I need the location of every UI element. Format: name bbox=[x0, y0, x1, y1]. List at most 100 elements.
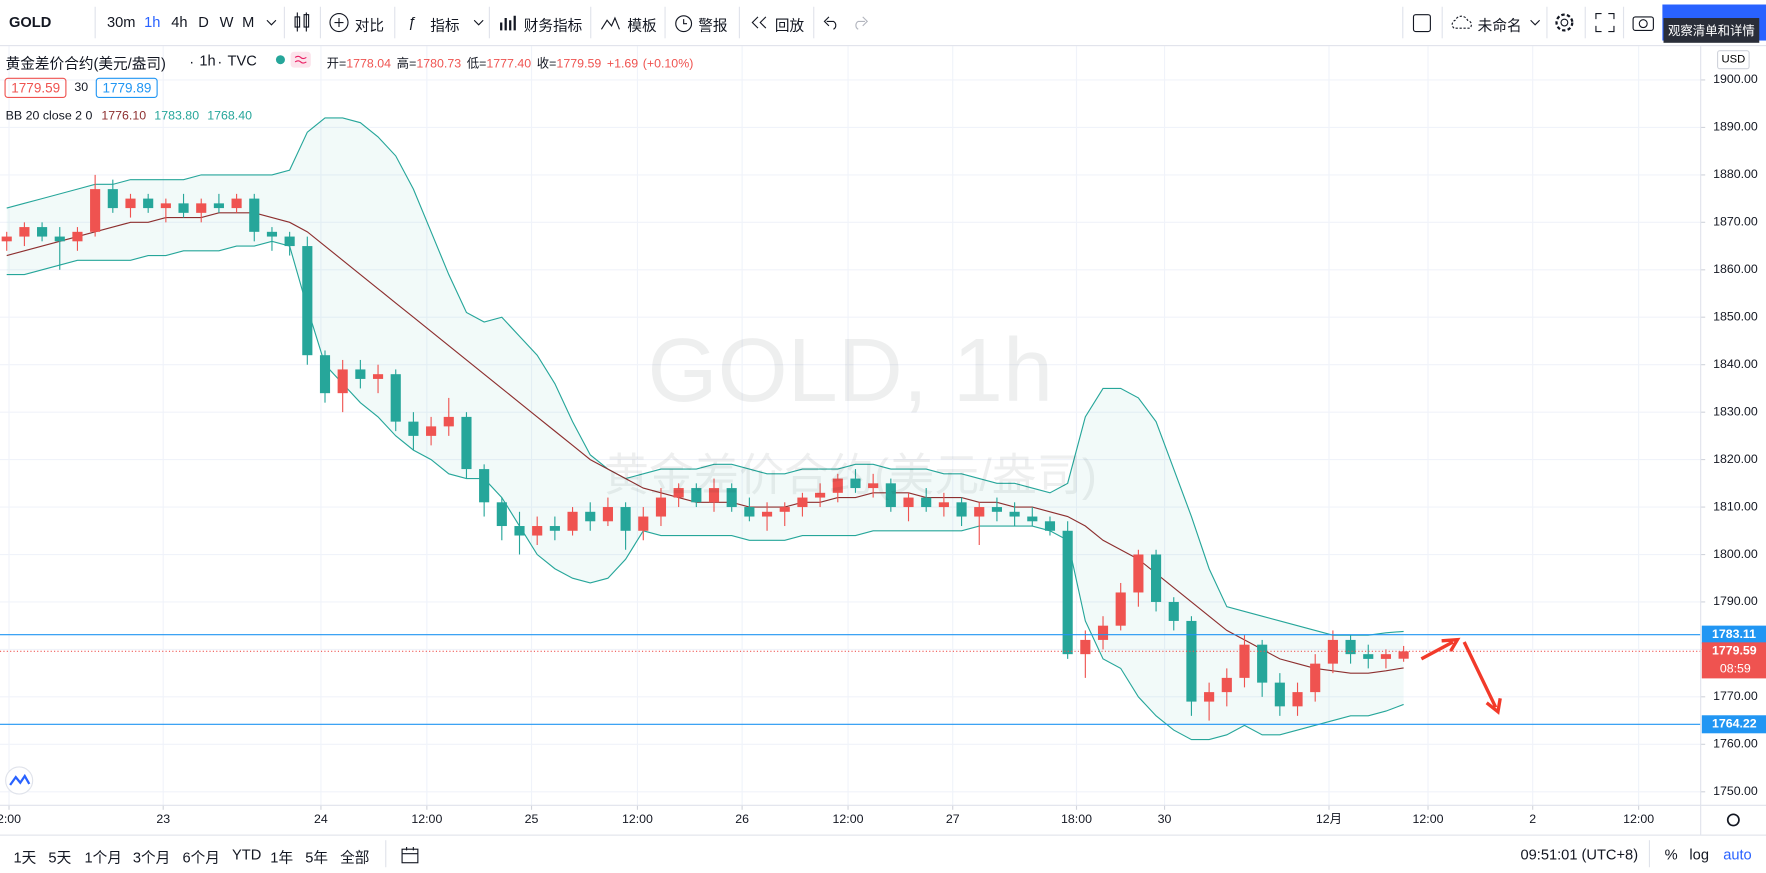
candle-body bbox=[90, 189, 101, 232]
candle-body bbox=[178, 203, 189, 213]
layout-name[interactable]: 未命名 bbox=[1477, 16, 1522, 34]
ohlc-value: 1777.40 bbox=[486, 57, 532, 71]
y-tick-label: 1820.00 bbox=[1713, 452, 1758, 466]
annotation-arrow bbox=[1420, 637, 1461, 661]
price-label-text: 1783.11 bbox=[1712, 627, 1756, 641]
x-tick-label: 24 bbox=[314, 812, 328, 826]
y-tick-label: 1770.00 bbox=[1713, 689, 1758, 703]
financials-button[interactable]: 财务指标 bbox=[523, 16, 583, 34]
templates-icon[interactable] bbox=[600, 14, 620, 32]
bottom-bar: 1天 5天 1个月 3个月 6个月 YTD 1年 5年 全部 09:51:01 … bbox=[0, 834, 1766, 873]
range-button[interactable]: 5年 bbox=[305, 849, 329, 867]
templates-button[interactable]: 模板 bbox=[627, 16, 657, 34]
candle-body bbox=[991, 507, 1002, 512]
x-tick-label: 23 bbox=[156, 812, 170, 826]
dropdown-icon[interactable] bbox=[473, 18, 484, 27]
select-icon[interactable] bbox=[1412, 14, 1431, 33]
snapshot-icon[interactable] bbox=[1632, 14, 1655, 32]
currency-box[interactable] bbox=[1717, 50, 1750, 70]
settings-icon[interactable] bbox=[1554, 12, 1574, 32]
candle-body bbox=[921, 497, 932, 508]
interval: 1h bbox=[199, 51, 216, 69]
interval[interactable]: 1h bbox=[144, 13, 161, 31]
watermark: GOLD, 1h bbox=[648, 320, 1054, 421]
candle-body bbox=[691, 488, 702, 503]
currency: USD bbox=[1721, 54, 1745, 66]
interval[interactable]: 4h bbox=[171, 13, 188, 31]
candle-body bbox=[337, 369, 348, 394]
alerts-button[interactable]: 警报 bbox=[698, 16, 728, 34]
candle-body bbox=[744, 507, 755, 517]
status-badges[interactable] bbox=[270, 51, 313, 69]
candle-body bbox=[1239, 644, 1250, 678]
y-tick-label: 1860.00 bbox=[1713, 262, 1758, 276]
bid-price[interactable]: 1779.59 bbox=[4, 77, 67, 98]
goto-date-icon[interactable] bbox=[401, 846, 419, 864]
range-button[interactable]: 1个月 bbox=[84, 849, 122, 867]
range-button[interactable]: 1年 bbox=[270, 849, 294, 867]
y-tick-label: 1900.00 bbox=[1713, 72, 1758, 86]
candle-body bbox=[408, 421, 419, 436]
x-tick-label: 27 bbox=[946, 812, 960, 826]
ask-price[interactable]: 1779.89 bbox=[95, 77, 159, 98]
y-tick-label: 1810.00 bbox=[1713, 499, 1758, 513]
chart-type-icon[interactable] bbox=[293, 12, 311, 32]
annotation-arrow bbox=[1462, 641, 1502, 715]
candle-body bbox=[196, 203, 207, 213]
symbol[interactable]: GOLD bbox=[9, 13, 52, 31]
range-button[interactable]: 3个月 bbox=[132, 849, 171, 867]
ohlc-value: 1779.59 bbox=[556, 57, 602, 71]
replay-icon[interactable] bbox=[750, 15, 768, 31]
undo-icon[interactable] bbox=[822, 15, 840, 31]
candle-body bbox=[1274, 682, 1285, 707]
clock[interactable]: 09:51:01 (UTC+8) bbox=[1520, 845, 1639, 863]
financials-icon[interactable] bbox=[499, 14, 517, 32]
fx-icon[interactable]: ƒ bbox=[407, 13, 416, 31]
candle-body bbox=[426, 426, 437, 436]
dropdown-icon[interactable] bbox=[1529, 18, 1541, 27]
interval[interactable]: 30m bbox=[106, 13, 136, 31]
candle-body bbox=[938, 502, 949, 508]
x-tick-label: 26 bbox=[735, 812, 749, 826]
candle-body bbox=[372, 374, 384, 379]
candle-body bbox=[160, 203, 171, 209]
ohlc-value: 1780.73 bbox=[416, 57, 462, 71]
log-toggle[interactable]: log bbox=[1689, 845, 1709, 863]
interval[interactable]: W bbox=[219, 13, 234, 31]
candle-body bbox=[461, 416, 472, 470]
replay-button[interactable]: 回放 bbox=[774, 16, 805, 34]
interval[interactable]: M bbox=[242, 13, 255, 31]
settings-icon[interactable] bbox=[1726, 813, 1740, 827]
cloud-icon[interactable] bbox=[1448, 15, 1475, 31]
x-tick-label: 12:00 bbox=[622, 812, 653, 826]
logo[interactable] bbox=[5, 766, 34, 795]
spread: 30 bbox=[74, 81, 89, 95]
percent-toggle[interactable]: % bbox=[1664, 845, 1678, 863]
interval[interactable]: D bbox=[198, 13, 209, 31]
candle-body bbox=[1204, 692, 1215, 702]
auto-toggle[interactable]: auto bbox=[1723, 845, 1752, 863]
fullscreen-icon[interactable] bbox=[1595, 12, 1615, 33]
compare-button[interactable]: 对比 bbox=[354, 16, 385, 34]
price-label: 1783.11 bbox=[1701, 625, 1766, 644]
y-tick-label: 1830.00 bbox=[1713, 404, 1758, 418]
candle-body bbox=[850, 478, 861, 489]
candle-body bbox=[1380, 654, 1392, 659]
range-button[interactable]: 1天 bbox=[13, 849, 37, 867]
dropdown-icon[interactable] bbox=[266, 18, 277, 27]
candle-body bbox=[1221, 677, 1232, 693]
range-button[interactable]: 6个月 bbox=[182, 849, 220, 867]
range-button[interactable]: 5天 bbox=[48, 849, 72, 867]
y-tick-label: 1750.00 bbox=[1713, 784, 1758, 798]
candle-body bbox=[72, 231, 83, 242]
range-button[interactable]: YTD bbox=[232, 845, 262, 863]
ohlc-label: 开= bbox=[326, 57, 347, 71]
candle-body bbox=[1398, 651, 1409, 659]
alerts-icon[interactable] bbox=[674, 12, 694, 33]
indicators-button[interactable]: 指标 bbox=[430, 16, 460, 34]
range-button[interactable]: 全部 bbox=[340, 849, 370, 867]
countdown: 08:59 bbox=[1720, 662, 1751, 676]
compare-icon[interactable] bbox=[329, 12, 349, 33]
